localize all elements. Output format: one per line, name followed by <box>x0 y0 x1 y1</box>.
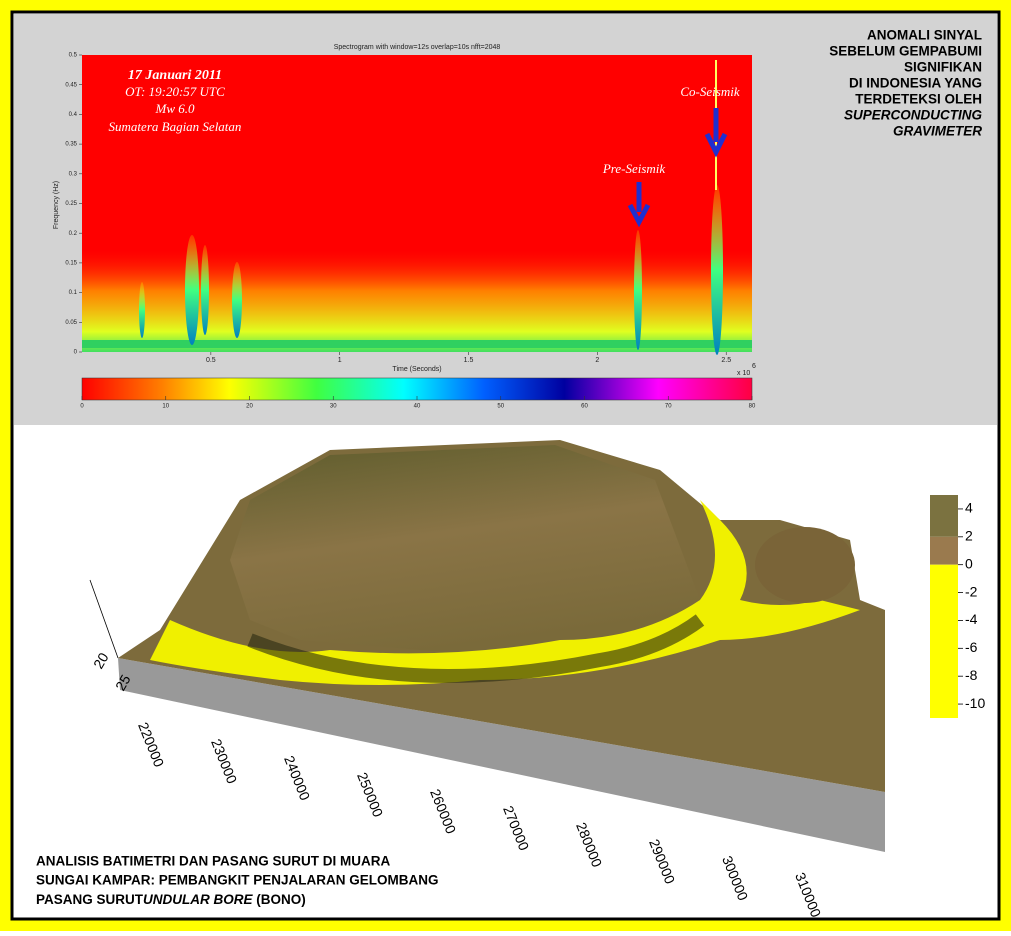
low-band <box>82 340 752 348</box>
x-tick-label: 1 <box>338 357 342 364</box>
colorbar-tick-label: 4 <box>965 500 973 516</box>
spike <box>185 235 199 345</box>
heading: ANOMALI SINYAL SEBELUM GEMPABUMI SIGNIFI… <box>829 28 982 139</box>
colorbar-tick-label: 80 <box>749 404 756 410</box>
spike <box>201 245 209 335</box>
heading-line: GRAVIMETER <box>893 124 982 139</box>
poster: 17 Januari 2011 OT: 19:20:57 UTC Mw 6.0 … <box>0 0 1011 931</box>
y-tick-label: 0.1 <box>69 290 78 296</box>
y-tick-label: 0.4 <box>69 112 78 118</box>
caption-line: SUNGAI KAMPAR: PEMBANGKIT PENJALARAN GEL… <box>36 873 439 888</box>
y-tick-label: 0.25 <box>65 201 77 207</box>
y-axis-label: Frequency (Hz) <box>53 181 60 229</box>
noise-band <box>82 250 752 352</box>
heading-line: DI INDONESIA YANG <box>849 76 982 91</box>
colorbar-tick-label: 0 <box>965 555 973 571</box>
colorbar-tick-label: -10 <box>965 695 985 711</box>
spike <box>711 185 723 355</box>
colorbar-tick-label: -4 <box>965 611 978 627</box>
colorbar-tick-label: -8 <box>965 667 978 683</box>
x-tick-label: 0.5 <box>206 357 216 364</box>
spike <box>634 230 642 350</box>
colorbar-tick-label: 40 <box>414 404 421 410</box>
y-tick-label: 0.2 <box>69 231 78 237</box>
y-tick-label: 0.5 <box>69 53 78 59</box>
annotation: Co-Seismik <box>680 84 739 99</box>
colorbar-tick-label: 20 <box>246 404 253 410</box>
spike <box>139 282 145 338</box>
x-tick-label: 2 <box>595 357 599 364</box>
colorbar-tick-label: 50 <box>497 404 504 410</box>
caption-line: PASANG SURUTUNDULAR BORE (BONO) <box>36 892 306 907</box>
colorbar-tick-label: 30 <box>330 404 337 410</box>
x-tick-label: 2.5 <box>721 357 731 364</box>
island <box>755 527 855 603</box>
x-exponent-power: 6 <box>752 363 756 370</box>
heading-line: ANOMALI SINYAL <box>867 28 982 43</box>
x-axis-label: Time (Seconds) <box>392 366 441 373</box>
heading-line: SIGNIFIKAN <box>904 60 982 75</box>
colorbar-tick-label: 60 <box>581 404 588 410</box>
colorbar-segment <box>930 565 958 718</box>
event-info: Sumatera Bagian Selatan <box>109 119 242 134</box>
annotation: Pre-Seismik <box>602 161 666 176</box>
event-info: OT: 19:20:57 UTC <box>125 84 225 99</box>
heading-line: TERDETEKSI OLEH <box>855 92 982 107</box>
y-tick-label: 0.05 <box>65 320 77 326</box>
spike <box>232 262 242 338</box>
caption-line: ANALISIS BATIMETRI DAN PASANG SURUT DI M… <box>36 854 390 869</box>
y-tick-label: 0.45 <box>65 82 77 88</box>
y-tick-label: 0.3 <box>69 171 78 177</box>
heading-line: SUPERCONDUCTING <box>844 108 983 123</box>
event-info: 17 Januari 2011 <box>128 68 222 83</box>
caption-italic: UNDULAR BORE <box>143 892 253 907</box>
colorbar-tick-label: -6 <box>965 639 978 655</box>
caption-text: PASANG SURUT <box>36 892 144 907</box>
plateau <box>230 445 700 660</box>
colorbar-segment <box>930 537 958 565</box>
colorbar-tick-label: 10 <box>162 404 169 410</box>
spectrogram: 17 Januari 2011 OT: 19:20:57 UTC Mw 6.0 … <box>53 44 756 400</box>
event-info: Mw 6.0 <box>155 101 196 116</box>
plot-title: Spectrogram with window=12s overlap=10s … <box>334 44 501 51</box>
x-tick-label: 1.5 <box>464 357 474 364</box>
y-tick-label: 0.35 <box>65 142 77 148</box>
caption-text: (BONO) <box>253 892 306 907</box>
colorbar-tick-label: 2 <box>965 528 973 544</box>
heading-line: SEBELUM GEMPABUMI <box>829 44 982 59</box>
x-exponent: x 10 <box>737 370 750 377</box>
colorbar-tick-label: 70 <box>665 404 672 410</box>
y-tick-label: 0.15 <box>65 260 77 266</box>
page: { "spectrogram": { "title": "Spectrogram… <box>0 0 1011 931</box>
colorbar-segment <box>930 495 958 537</box>
colorbar-tick-label: -2 <box>965 583 978 599</box>
